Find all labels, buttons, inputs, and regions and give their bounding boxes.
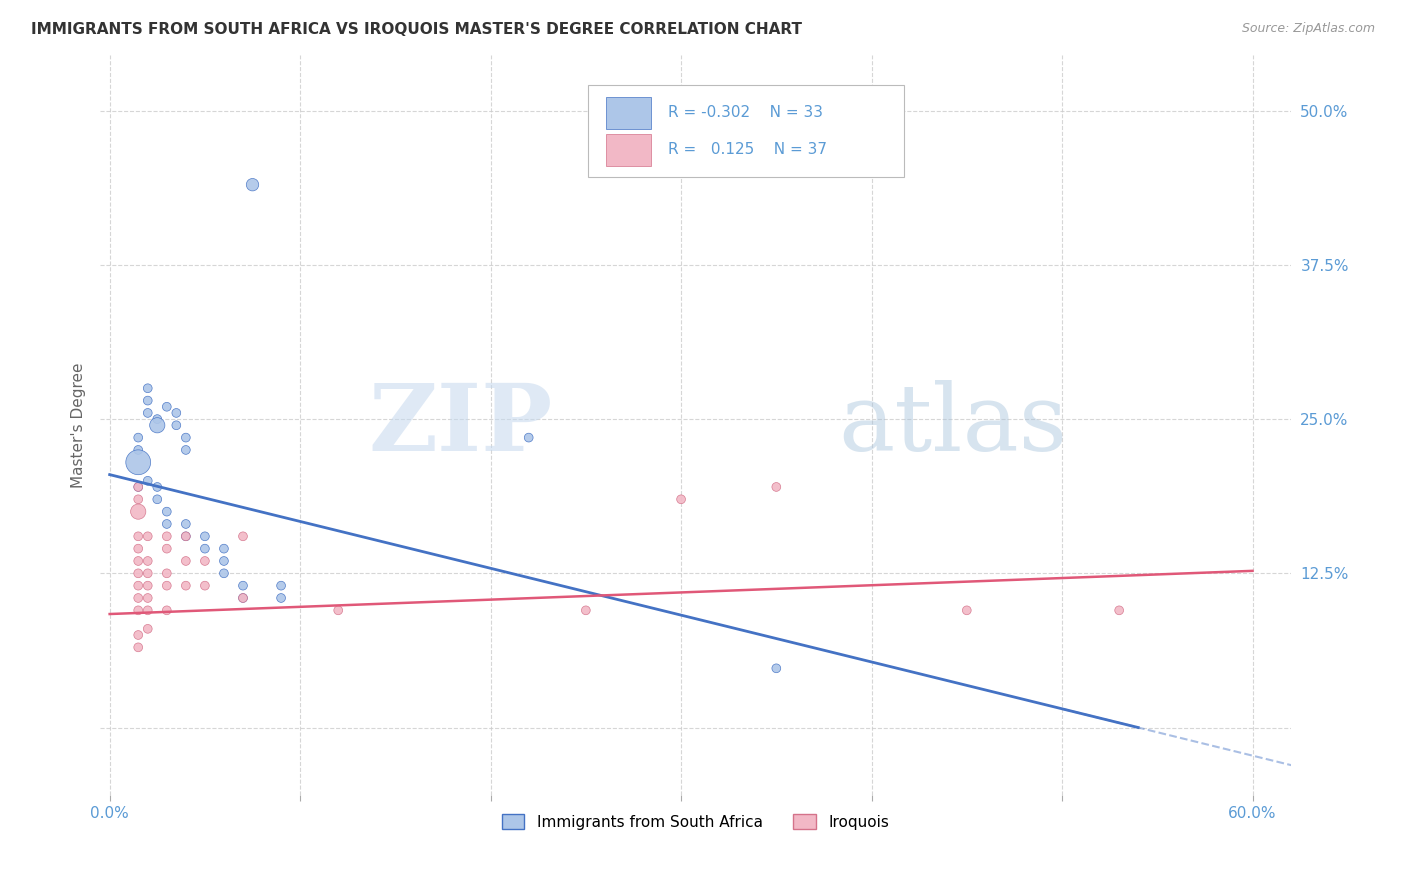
Point	[765, 480, 787, 494]
Point	[127, 492, 149, 507]
Point	[136, 566, 159, 581]
Point	[146, 418, 169, 433]
Point	[136, 474, 159, 488]
Point	[156, 566, 179, 581]
Legend: Immigrants from South Africa, Iroquois: Immigrants from South Africa, Iroquois	[495, 807, 896, 836]
Point	[146, 492, 169, 507]
Point	[174, 529, 197, 543]
Point	[127, 541, 149, 556]
Point	[1108, 603, 1130, 617]
Point	[127, 640, 149, 655]
Point	[146, 480, 169, 494]
Point	[165, 406, 187, 420]
Point	[232, 579, 254, 593]
Y-axis label: Master's Degree: Master's Degree	[72, 362, 86, 488]
Point	[212, 554, 235, 568]
Point	[136, 529, 159, 543]
Point	[136, 579, 159, 593]
Point	[242, 178, 264, 192]
Point	[232, 529, 254, 543]
Bar	[606, 134, 651, 166]
Point	[174, 431, 197, 445]
Point	[146, 412, 169, 426]
FancyBboxPatch shape	[588, 85, 904, 178]
Point	[127, 628, 149, 642]
Point	[174, 529, 197, 543]
Point	[136, 603, 159, 617]
Point	[127, 566, 149, 581]
Point	[136, 622, 159, 636]
Point	[127, 431, 149, 445]
Text: ZIP: ZIP	[368, 380, 553, 470]
Point	[136, 554, 159, 568]
Point	[165, 418, 187, 433]
Point	[194, 541, 217, 556]
Point	[156, 541, 179, 556]
Point	[174, 554, 197, 568]
Point	[669, 492, 692, 507]
Point	[765, 661, 787, 675]
Point	[174, 442, 197, 457]
Text: Source: ZipAtlas.com: Source: ZipAtlas.com	[1241, 22, 1375, 36]
Point	[575, 603, 598, 617]
Point	[156, 505, 179, 519]
Point	[127, 591, 149, 605]
Point	[328, 603, 350, 617]
Point	[156, 603, 179, 617]
Point	[212, 566, 235, 581]
Point	[232, 591, 254, 605]
Point	[127, 455, 149, 469]
Point	[156, 579, 179, 593]
Text: IMMIGRANTS FROM SOUTH AFRICA VS IROQUOIS MASTER'S DEGREE CORRELATION CHART: IMMIGRANTS FROM SOUTH AFRICA VS IROQUOIS…	[31, 22, 801, 37]
Point	[156, 529, 179, 543]
Text: R =   0.125    N = 37: R = 0.125 N = 37	[668, 143, 827, 157]
Point	[174, 579, 197, 593]
Point	[194, 579, 217, 593]
Point	[194, 529, 217, 543]
Point	[232, 591, 254, 605]
Point	[127, 442, 149, 457]
Point	[212, 541, 235, 556]
Point	[127, 603, 149, 617]
Point	[517, 431, 540, 445]
Point	[956, 603, 979, 617]
Point	[127, 480, 149, 494]
Text: R = -0.302    N = 33: R = -0.302 N = 33	[668, 105, 823, 120]
Point	[127, 554, 149, 568]
Point	[127, 480, 149, 494]
Text: atlas: atlas	[838, 380, 1067, 470]
Point	[174, 516, 197, 531]
Point	[136, 381, 159, 395]
Point	[194, 554, 217, 568]
Point	[136, 591, 159, 605]
Point	[156, 400, 179, 414]
Point	[136, 393, 159, 408]
Bar	[606, 96, 651, 129]
Point	[136, 406, 159, 420]
Point	[127, 529, 149, 543]
Point	[127, 505, 149, 519]
Point	[270, 579, 292, 593]
Point	[156, 516, 179, 531]
Point	[270, 591, 292, 605]
Point	[127, 579, 149, 593]
